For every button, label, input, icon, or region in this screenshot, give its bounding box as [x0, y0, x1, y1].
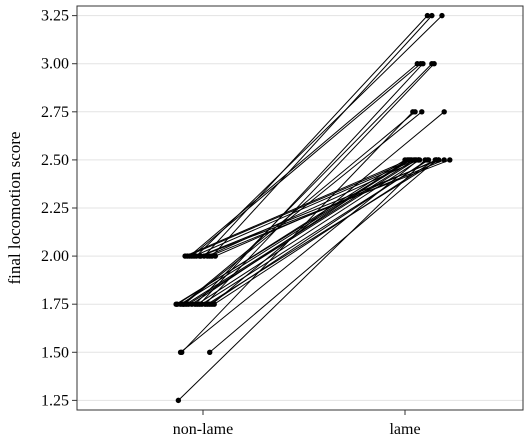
pair-line	[207, 159, 419, 257]
pair-line	[193, 159, 416, 257]
point-lame	[441, 157, 447, 163]
y-tick-label: 2.75	[41, 104, 69, 121]
pair-line	[180, 159, 411, 305]
point-lame	[419, 109, 425, 115]
pair-line	[178, 159, 426, 401]
pair-line	[183, 111, 423, 305]
pair-line	[211, 15, 433, 257]
pair-line	[191, 63, 422, 257]
data-points	[173, 12, 453, 404]
pair-line	[209, 159, 437, 353]
y-tick-label: 2.25	[41, 200, 69, 217]
pair-lines	[175, 15, 450, 401]
point-non-lame	[207, 349, 213, 355]
point-lame	[431, 61, 437, 67]
pair-line	[215, 159, 437, 257]
y-tick-label: 1.25	[41, 392, 69, 409]
pair-line	[189, 63, 418, 257]
pair-line	[188, 159, 417, 305]
point-non-lame	[179, 349, 185, 355]
y-tick-label: 1.50	[41, 344, 69, 361]
point-lame	[439, 12, 445, 19]
pair-line	[187, 159, 412, 257]
point-non-lame	[175, 397, 182, 404]
pair-line	[213, 159, 436, 305]
point-non-lame	[212, 253, 219, 259]
x-tick-label: lame	[389, 421, 420, 436]
point-lame	[412, 109, 418, 115]
x-tick-label: non-lame	[173, 421, 233, 436]
point-lame	[417, 61, 424, 67]
pair-line	[203, 15, 428, 257]
y-tick-label: 1.75	[41, 296, 69, 313]
pair-line	[194, 63, 433, 305]
pair-line	[199, 63, 424, 305]
y-tick-label: 3.00	[41, 56, 69, 73]
y-axis-ticks: 1.25 1.50 1.75 2.00 2.25 2.50 2.75 3.00 3.25	[41, 8, 77, 409]
point-lame	[433, 157, 440, 163]
y-tick-label: 2.00	[41, 248, 69, 265]
point-lame	[415, 157, 422, 163]
point-non-lame	[211, 301, 217, 307]
y-tick-label: 3.25	[41, 8, 69, 25]
point-lame	[441, 109, 447, 115]
pair-line	[197, 159, 420, 305]
point-lame	[447, 157, 453, 163]
pair-line	[181, 111, 414, 353]
y-axis-title: final locomotion score	[5, 132, 24, 285]
x-axis-ticks: non-lame lame	[173, 410, 421, 436]
pair-line	[176, 159, 406, 305]
pair-line	[209, 159, 428, 305]
point-lame	[424, 157, 431, 163]
point-lame	[429, 12, 435, 19]
point-lame	[424, 12, 431, 19]
pair-line	[184, 159, 409, 257]
y-tick-label: 2.50	[41, 152, 69, 169]
pair-line	[204, 63, 435, 305]
pair-line	[195, 15, 443, 257]
